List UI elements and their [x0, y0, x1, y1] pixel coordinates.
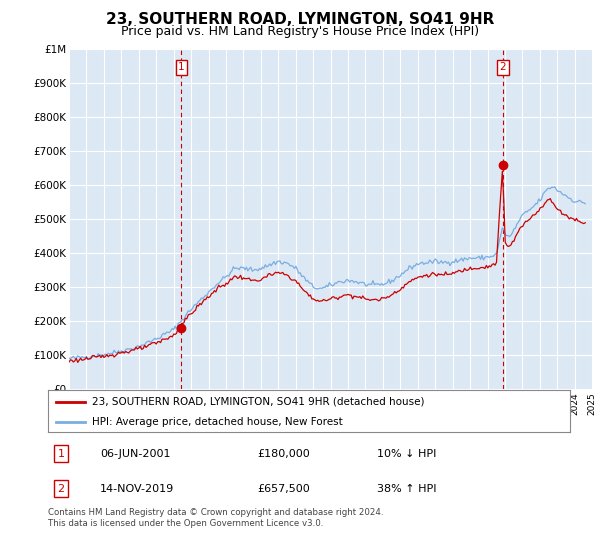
Text: 2: 2	[499, 62, 506, 72]
Text: Price paid vs. HM Land Registry's House Price Index (HPI): Price paid vs. HM Land Registry's House …	[121, 25, 479, 38]
Text: 06-JUN-2001: 06-JUN-2001	[100, 449, 170, 459]
Text: 23, SOUTHERN ROAD, LYMINGTON, SO41 9HR (detached house): 23, SOUTHERN ROAD, LYMINGTON, SO41 9HR (…	[92, 396, 425, 407]
Text: Contains HM Land Registry data © Crown copyright and database right 2024.
This d: Contains HM Land Registry data © Crown c…	[48, 508, 383, 528]
Text: 2: 2	[58, 484, 65, 493]
Text: 23, SOUTHERN ROAD, LYMINGTON, SO41 9HR: 23, SOUTHERN ROAD, LYMINGTON, SO41 9HR	[106, 12, 494, 27]
Text: 1: 1	[178, 62, 185, 72]
Text: 38% ↑ HPI: 38% ↑ HPI	[377, 484, 436, 493]
Text: 10% ↓ HPI: 10% ↓ HPI	[377, 449, 436, 459]
Text: HPI: Average price, detached house, New Forest: HPI: Average price, detached house, New …	[92, 417, 343, 427]
Text: £180,000: £180,000	[257, 449, 310, 459]
Text: £657,500: £657,500	[257, 484, 310, 493]
Text: 14-NOV-2019: 14-NOV-2019	[100, 484, 175, 493]
Text: 1: 1	[58, 449, 65, 459]
